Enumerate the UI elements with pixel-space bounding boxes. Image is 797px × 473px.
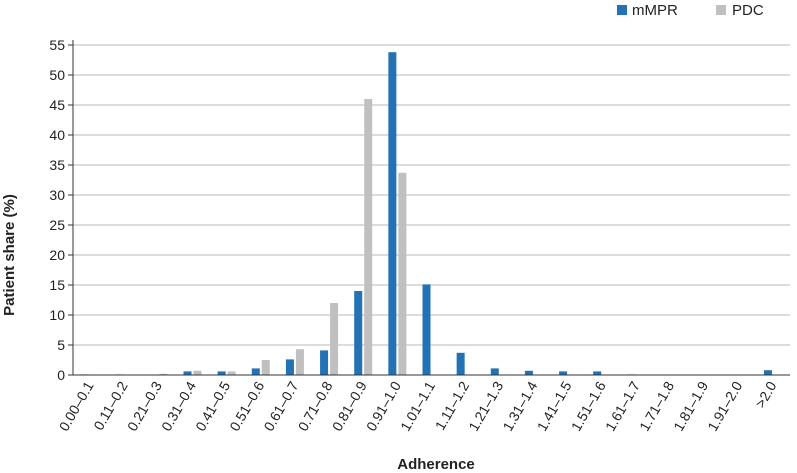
y-tick-label: 40 (49, 127, 65, 143)
bar-mmpr-7 (320, 350, 329, 375)
gridlines (73, 44, 790, 346)
bar-mmpr-11 (456, 352, 465, 375)
legend-label-pdc: PDC (732, 2, 764, 19)
x-axis-title: Adherence (397, 456, 475, 473)
y-tick-label: 20 (49, 247, 65, 263)
bars (81, 52, 772, 375)
bar-mmpr-15 (593, 371, 602, 375)
x-axis-ticks: 0.00–0.10.11–0.20.21–0.30.31–0.40.41–0.5… (56, 378, 780, 433)
bar-mmpr-12 (490, 368, 499, 375)
y-tick-label: 15 (49, 277, 65, 293)
bar-mmpr-6 (285, 359, 294, 375)
y-tick-label: 25 (49, 217, 65, 233)
x-tick-label: >2.0 (752, 378, 780, 410)
bar-mmpr-4 (217, 371, 226, 375)
bar-mmpr-20 (763, 370, 772, 375)
y-tick-label: 10 (49, 307, 65, 323)
bar-pdc-4 (227, 371, 236, 375)
bar-mmpr-9 (388, 52, 397, 375)
y-tick-label: 50 (49, 67, 65, 83)
bar-mmpr-5 (251, 368, 260, 375)
y-tick-label: 0 (57, 367, 65, 383)
bar-pdc-5 (261, 360, 270, 375)
legend-swatch-pdc (716, 5, 726, 15)
bar-mmpr-10 (422, 284, 431, 375)
y-tick-label: 45 (49, 97, 65, 113)
y-axis-ticks: 0 5 10 15 20 25 30 35 40 45 50 55 (49, 37, 73, 383)
legend: mMPR PDC (617, 2, 764, 19)
y-axis-title: Patient share (%) (1, 194, 18, 316)
bar-mmpr-3 (183, 371, 192, 375)
bar-pdc-2 (159, 373, 168, 375)
y-tick-label: 55 (49, 37, 65, 53)
bar-pdc-8 (364, 99, 373, 375)
bar-pdc-7 (330, 303, 339, 375)
legend-label-mmpr: mMPR (632, 2, 678, 19)
bar-pdc-6 (295, 349, 304, 375)
bar-pdc-3 (193, 370, 202, 375)
y-tick-label: 30 (49, 187, 65, 203)
bar-pdc-9 (398, 172, 407, 375)
bar-mmpr-8 (354, 291, 363, 375)
y-tick-label: 35 (49, 157, 65, 173)
legend-swatch-mmpr (617, 5, 627, 15)
y-tick-label: 5 (57, 337, 65, 353)
bar-mmpr-14 (559, 371, 568, 375)
bar-mmpr-13 (524, 370, 533, 375)
